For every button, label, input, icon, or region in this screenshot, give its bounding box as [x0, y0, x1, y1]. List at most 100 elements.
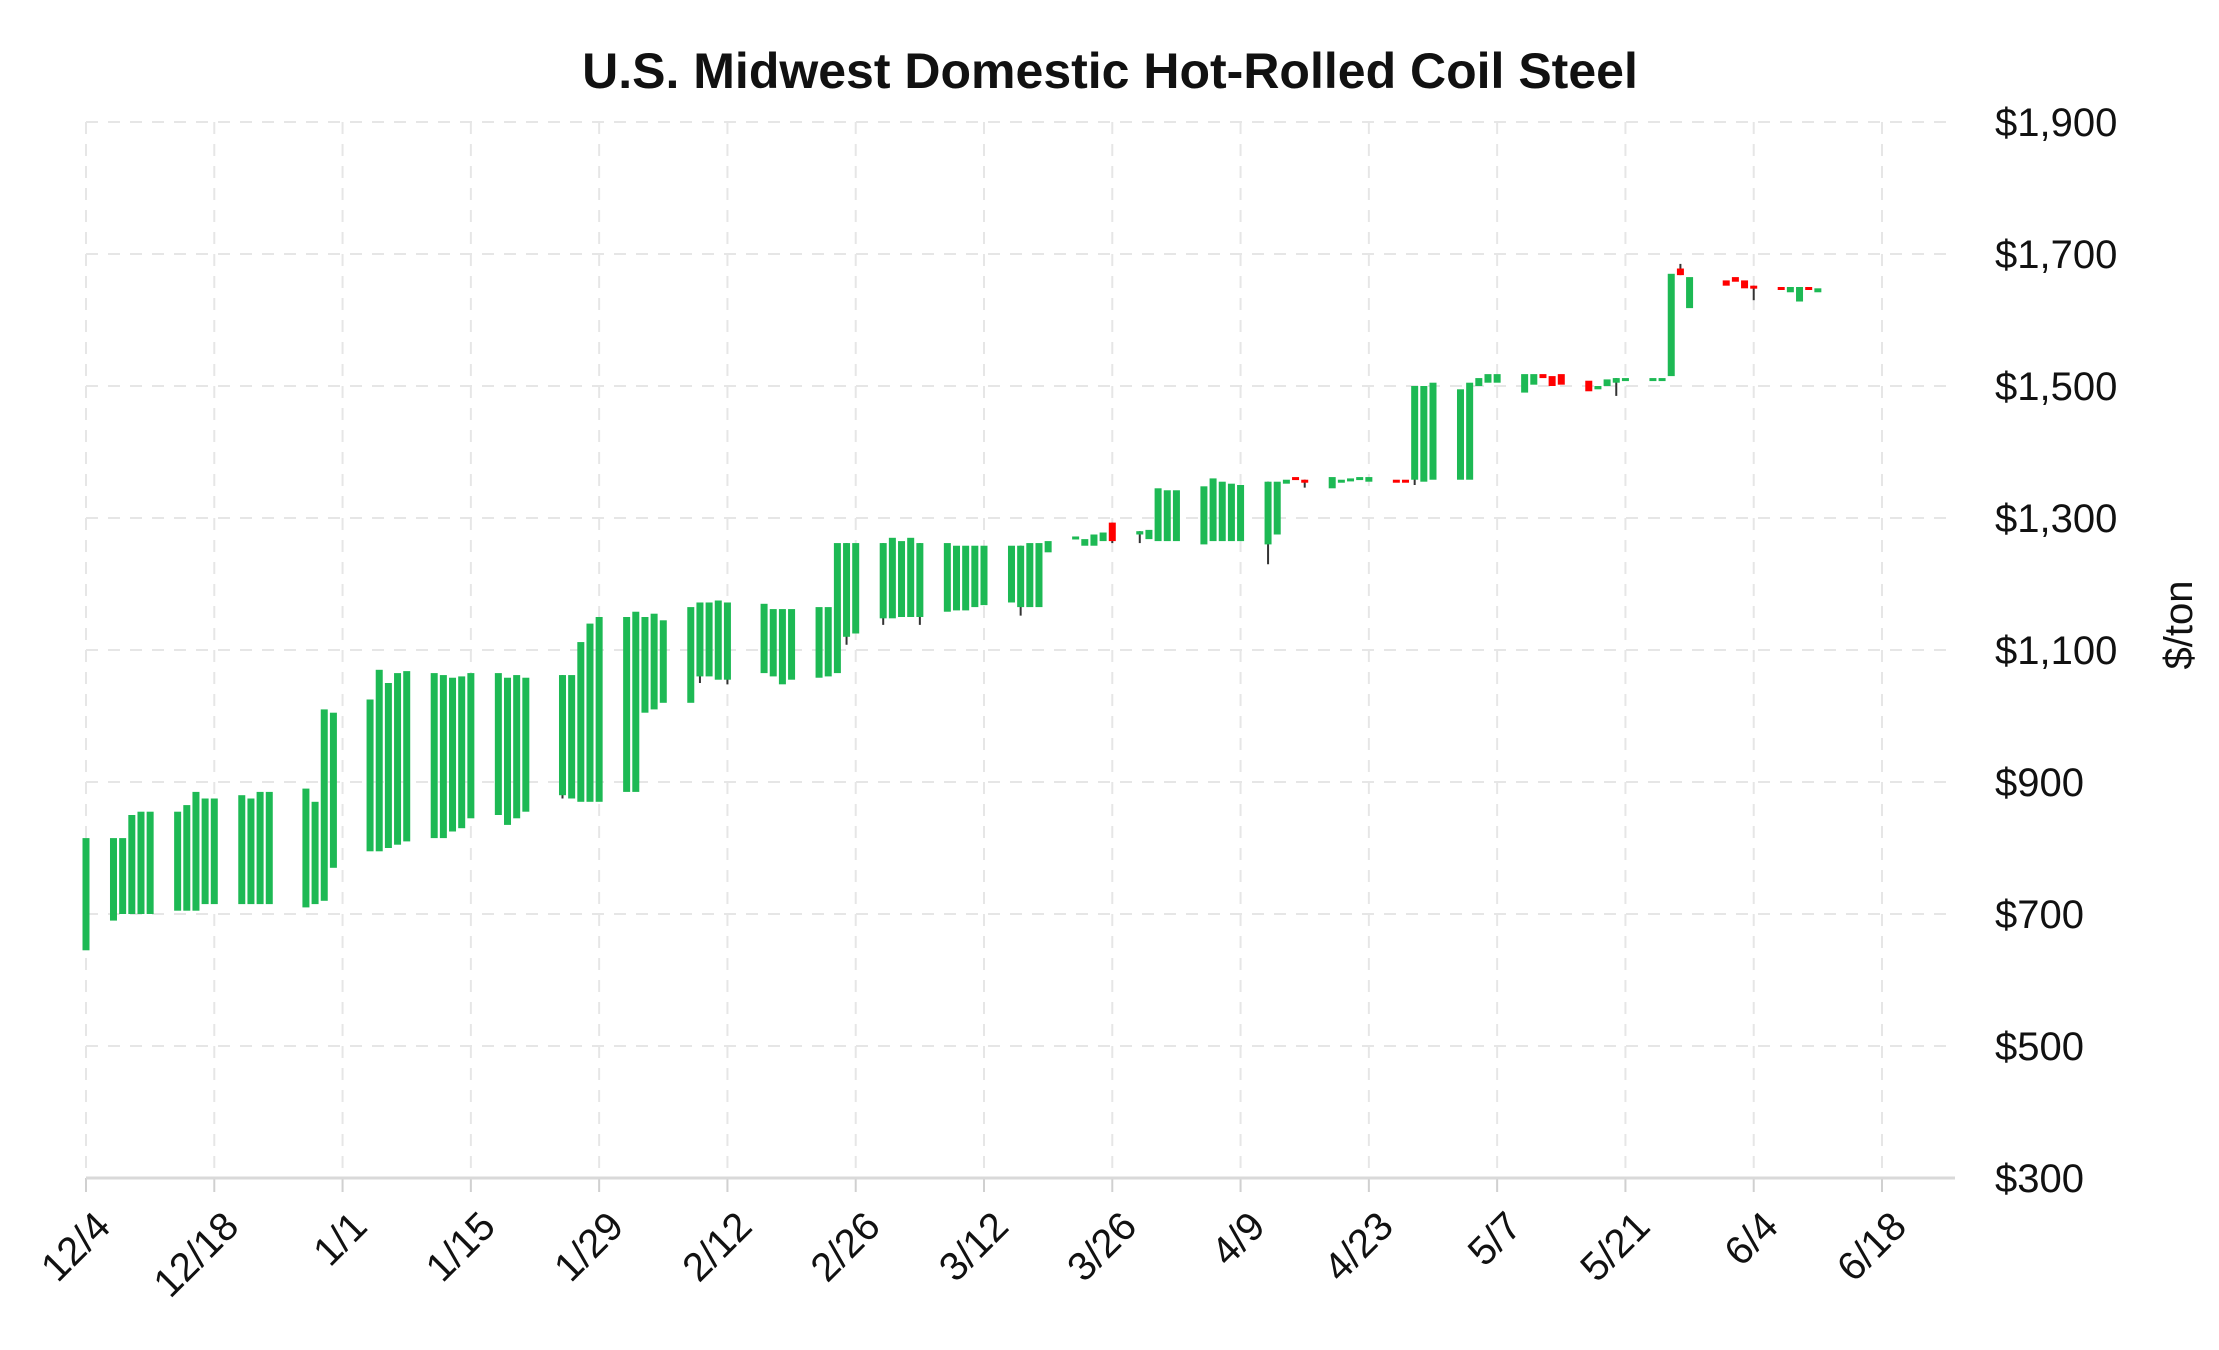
candle	[1402, 479, 1410, 483]
candles	[82, 263, 1822, 951]
candle	[1429, 382, 1437, 480]
candle	[302, 788, 310, 908]
candle	[384, 683, 392, 848]
candle	[888, 537, 896, 619]
candle	[1456, 389, 1464, 480]
candle	[1090, 534, 1098, 546]
candle	[1392, 479, 1400, 483]
candle	[595, 617, 603, 802]
candle	[1356, 477, 1364, 481]
candle	[769, 609, 777, 677]
candle	[1136, 531, 1144, 535]
candle	[953, 545, 961, 611]
candle	[1649, 378, 1657, 382]
candle	[109, 838, 117, 921]
candle	[1108, 522, 1116, 542]
candle	[1484, 374, 1492, 383]
candle	[1548, 376, 1556, 386]
candle	[1007, 545, 1015, 603]
candle	[439, 675, 447, 839]
candle	[641, 617, 649, 713]
x-tick-label: 6/18	[1829, 1204, 1915, 1290]
candle	[778, 609, 786, 685]
candle	[843, 543, 851, 637]
candle	[898, 541, 906, 617]
candle	[1750, 285, 1758, 289]
candle	[522, 677, 530, 812]
candle	[146, 811, 154, 914]
candle	[494, 673, 502, 815]
candle	[1658, 378, 1666, 382]
candle	[1594, 386, 1602, 390]
x-tick-label: 1/1	[305, 1204, 375, 1274]
candle	[1676, 268, 1684, 276]
x-tick-label: 3/12	[931, 1204, 1017, 1290]
candle	[458, 676, 466, 829]
x-tick-label: 3/26	[1059, 1204, 1145, 1290]
candle	[1722, 280, 1730, 286]
candle	[119, 838, 127, 914]
candle	[1731, 277, 1739, 282]
candle	[1145, 529, 1153, 540]
candle	[1420, 386, 1428, 482]
candle	[1557, 374, 1565, 385]
candle	[1777, 287, 1785, 290]
candle	[1200, 486, 1208, 545]
candle	[916, 543, 924, 617]
candle	[1805, 287, 1813, 290]
candle	[1301, 479, 1309, 483]
candle	[1072, 536, 1080, 540]
candle	[1163, 490, 1171, 542]
candle	[1466, 382, 1474, 480]
candle	[1292, 477, 1300, 481]
candle	[1796, 287, 1804, 302]
candle	[623, 617, 631, 792]
candle	[659, 620, 667, 703]
candle	[1237, 485, 1245, 542]
candle	[82, 838, 90, 951]
candle	[192, 791, 200, 911]
x-tick-label: 2/12	[674, 1204, 760, 1290]
candle	[375, 669, 383, 852]
candle	[247, 798, 255, 905]
y-tick-label: $900	[1995, 761, 2084, 805]
candle	[879, 543, 887, 619]
candle	[1347, 478, 1355, 482]
candle	[311, 801, 319, 905]
candle	[430, 673, 438, 839]
candle	[1328, 477, 1336, 489]
candle	[174, 811, 182, 911]
candle	[1814, 288, 1822, 293]
y-tick-label: $1,500	[1995, 365, 2117, 409]
candle	[1786, 287, 1794, 293]
candle	[1017, 545, 1025, 608]
candle	[907, 537, 915, 617]
x-tick-label: 4/23	[1316, 1204, 1402, 1290]
candle	[577, 642, 585, 802]
x-tick-label: 1/15	[418, 1204, 504, 1290]
candle	[723, 602, 731, 680]
candle	[1282, 479, 1290, 484]
candle	[696, 602, 704, 677]
candle	[1273, 481, 1281, 535]
candle	[833, 543, 841, 674]
candle	[971, 545, 979, 608]
candle	[1741, 280, 1749, 289]
x-tick-label: 1/29	[546, 1204, 632, 1290]
x-tick-label: 6/4	[1716, 1204, 1786, 1274]
y-tick-label: $1,700	[1995, 233, 2117, 277]
candle	[403, 671, 411, 842]
candle	[513, 675, 521, 819]
y-tick-label: $700	[1995, 893, 2084, 937]
candle	[1264, 481, 1272, 545]
y-tick-label: $1,900	[1995, 101, 2117, 145]
candle	[1521, 374, 1529, 393]
candle	[320, 709, 328, 901]
candle	[1621, 378, 1629, 382]
candle	[183, 805, 191, 911]
x-tick-label: 12/4	[33, 1204, 119, 1290]
candle	[1172, 490, 1180, 542]
candle	[1667, 273, 1675, 377]
candle	[1218, 481, 1226, 542]
